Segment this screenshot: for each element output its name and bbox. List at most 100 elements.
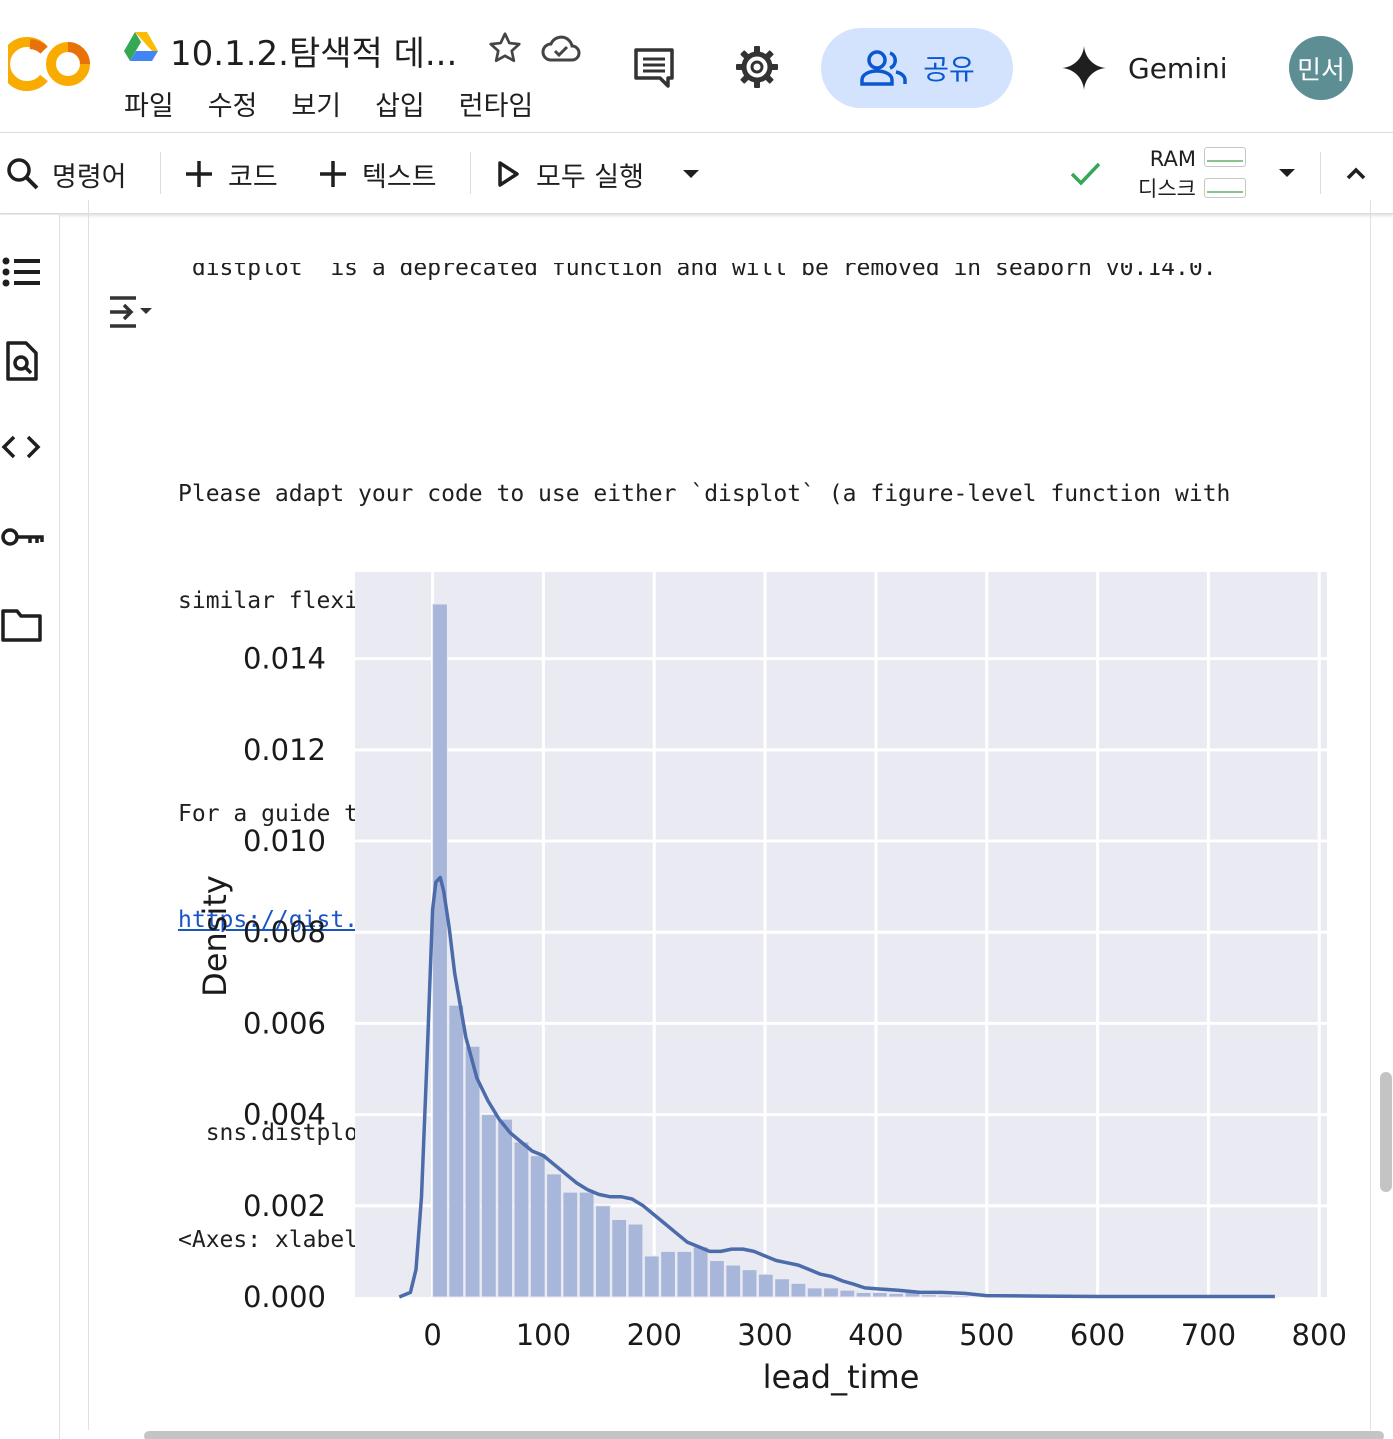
gemini-button[interactable]: Gemini [1060,44,1228,92]
x-tick-label: 400 [848,1318,903,1352]
menu-edit[interactable]: 수정 [207,91,258,122]
histogram-bar [595,1205,611,1298]
document-title[interactable]: 10.1.2.탐색적 데... [170,34,458,74]
y-tick-label: 0.004 [243,1098,326,1132]
code-snippets-icon[interactable] [0,425,44,469]
header: 10.1.2.탐색적 데... 파일 수정 보기 삽입 런타임 [0,0,1393,133]
histogram-bar [725,1264,742,1298]
histogram-bar [774,1278,791,1298]
histogram-bar [937,1294,953,1298]
left-sidebar [0,215,60,1439]
histogram-bar [432,603,448,1298]
histogram-bar [643,1255,660,1298]
histogram-bar [546,1173,562,1298]
play-icon [498,161,519,187]
connected-check-icon[interactable] [1066,154,1104,192]
x-tick-label: 500 [959,1318,1014,1352]
find-in-document-icon[interactable] [0,339,44,383]
table-of-contents-icon[interactable] [0,251,44,295]
histogram-bar [611,1218,628,1298]
resources-dropdown-icon[interactable] [1272,158,1302,188]
histogram-bar [480,1114,497,1298]
gemini-sparkle-icon [1062,46,1106,90]
colab-logo-icon[interactable] [8,36,92,92]
histogram-bar [692,1246,709,1298]
people-icon [860,50,907,86]
histogram-bar [676,1250,693,1298]
histogram-bar [741,1269,758,1298]
histogram-bar [806,1287,823,1298]
add-text-button[interactable]: 텍스트 [316,134,437,214]
y-axis-ticks: 0.000 0.002 0.004 0.006 0.008 0.010 0.012 0.014 [243,642,326,1314]
avatar[interactable]: 민서 [1289,36,1353,100]
run-all-button[interactable]: 모두 실행 [490,134,708,214]
horizontal-scrollbar[interactable] [144,1431,1384,1439]
y-tick-label: 0.000 [243,1280,326,1314]
menu-runtime[interactable]: 런타임 [458,91,534,122]
histogram-bar [790,1282,807,1298]
folder-icon[interactable] [0,603,44,647]
code-cell-output-area [88,200,1371,1430]
histogram-bar [578,1191,595,1298]
histogram-bar [839,1289,856,1298]
toolbar: 명령어 코드 텍스트 모두 실행 [0,134,1393,214]
y-tick-label: 0.010 [243,824,326,858]
histogram-bar [871,1291,888,1298]
menu-bar: 파일 수정 보기 삽입 런타임 [124,84,533,123]
add-text-label: 텍스트 [362,161,437,193]
x-tick-label: 100 [516,1318,571,1352]
y-tick-label: 0.008 [243,915,326,949]
cloud-saved-icon[interactable] [540,32,582,66]
ram-usage-bar [1204,147,1246,167]
y-tick-label: 0.012 [243,733,326,767]
ram-label: RAM [1149,147,1196,171]
menu-view[interactable]: 보기 [291,91,342,122]
share-button[interactable]: 공유 [821,28,1013,108]
resource-monitor[interactable]: RAM 디스크 [1126,144,1196,204]
warning-line: `distplot` is a deprecated function and … [178,263,1217,281]
disk-usage-bar [1204,178,1246,198]
vertical-scrollbar[interactable] [1380,1072,1392,1192]
histogram-bar [497,1118,514,1298]
x-tick-label: 700 [1181,1318,1236,1352]
plus-icon [186,161,212,187]
run-all-label: 모두 실행 [536,161,644,193]
google-drive-icon[interactable] [124,32,158,62]
y-tick-label: 0.014 [243,642,326,676]
histogram-bar [953,1295,970,1298]
add-code-button[interactable]: 코드 [182,134,278,214]
kde-line [398,875,1275,1299]
disk-label: 디스크 [1138,177,1196,201]
histogram-bar [888,1292,905,1298]
x-tick-label: 0 [423,1318,441,1352]
histogram-bars [432,603,1279,1298]
command-label: 명령어 [52,161,127,193]
star-icon[interactable] [487,30,523,66]
x-axis-ticks: 0 100 200 300 400 500 600 700 800 [423,1318,1347,1352]
output-actions-icon[interactable] [108,292,154,332]
gemini-label: Gemini [1128,51,1228,85]
histogram-bar [660,1250,676,1298]
comment-icon[interactable] [632,46,676,90]
chevron-up-icon[interactable] [1340,158,1372,190]
menu-insert[interactable]: 삽입 [375,91,425,122]
histogram-bar [513,1141,530,1298]
y-tick-label: 0.002 [243,1189,326,1223]
histogram-bar [920,1294,937,1298]
menu-file[interactable]: 파일 [124,91,174,122]
search-icon [7,158,39,190]
histogram-bar [562,1191,579,1298]
share-label: 공유 [923,53,975,86]
key-icon[interactable] [0,515,44,559]
x-tick-label: 300 [737,1318,792,1352]
y-axis-label: Density [196,875,234,997]
y-tick-label: 0.006 [243,1006,326,1040]
gear-icon[interactable] [734,44,780,90]
toolbar-divider [470,152,471,194]
command-palette-button[interactable]: 명령어 [6,134,127,214]
x-axis-label: lead_time [763,1358,920,1396]
warning-line: Please adapt your code to use either `di… [178,481,1231,507]
dropdown-arrow-icon[interactable] [674,157,708,191]
histogram-bar [709,1260,725,1298]
